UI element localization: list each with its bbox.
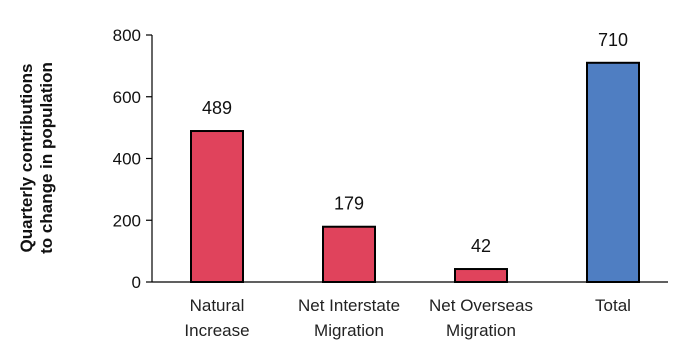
bar [322,225,376,283]
category-label: Net Overseas [429,296,533,315]
y-axis-label-line: Quarterly contributions [17,64,36,253]
data-label: 42 [471,236,491,256]
category-label: Increase [184,321,249,340]
bar [454,268,508,284]
y-tick-label: 200 [113,211,141,230]
y-tick-label: 0 [132,273,141,292]
bar [586,61,640,283]
category-label: Total [595,296,631,315]
bars [190,61,640,284]
y-tick-label: 400 [113,150,141,169]
category-label: Net Interstate [298,296,400,315]
y-axis-label: Quarterly contributions to change in popu… [17,62,56,254]
category-labels: Natural Increase Net Interstate Migration Ne… [184,296,631,340]
bar [190,130,244,283]
category-label: Migration [314,321,384,340]
data-label: 489 [202,98,232,118]
data-label: 179 [334,194,364,214]
category-label: Natural [190,296,245,315]
data-label: 710 [598,30,628,50]
y-tick-label: 800 [113,26,141,45]
data-labels: 489 179 42 710 [202,30,628,256]
y-axis-label-line: to change in population [37,62,56,254]
y-tick-label: 600 [113,88,141,107]
y-axis-ticks: 0 200 400 600 800 [113,26,152,292]
category-label: Migration [446,321,516,340]
